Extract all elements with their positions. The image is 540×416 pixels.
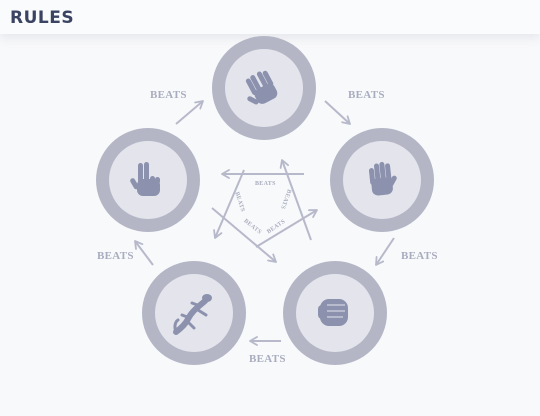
arrow-inner-2 bbox=[213, 169, 245, 239]
lizard-token-face bbox=[155, 274, 233, 352]
spock-hand-icon bbox=[245, 70, 278, 105]
lizard-token[interactable] bbox=[142, 261, 246, 365]
arrow-lizard-to-scissors bbox=[134, 240, 154, 266]
beats-label: BEATS bbox=[255, 181, 276, 187]
beats-label: BEATS bbox=[348, 89, 385, 101]
spock-token-face bbox=[225, 49, 303, 127]
beats-label: BEATS bbox=[97, 250, 134, 262]
arrow-spock-to-paper bbox=[324, 100, 351, 125]
paper-token[interactable] bbox=[330, 128, 434, 232]
paper-token-face bbox=[343, 141, 421, 219]
paper-hand-icon bbox=[368, 161, 397, 196]
arrow-inner-4 bbox=[255, 209, 318, 248]
spock-token[interactable] bbox=[212, 36, 316, 140]
scissors-token[interactable] bbox=[96, 128, 200, 232]
beats-label: BEATS bbox=[249, 353, 286, 365]
rock-fist-icon bbox=[318, 299, 348, 326]
arrow-inner-3 bbox=[211, 207, 277, 263]
beats-label: BEATS bbox=[150, 89, 187, 101]
page-title: RULES bbox=[10, 8, 75, 28]
arrow-scissors-to-spock bbox=[175, 100, 204, 125]
arrow-paper-to-rock bbox=[375, 237, 395, 266]
rock-token-face bbox=[296, 274, 374, 352]
rock-token[interactable] bbox=[283, 261, 387, 365]
scissors-hand-icon bbox=[130, 162, 160, 196]
scissors-token-face bbox=[109, 141, 187, 219]
beats-label: BEATS bbox=[401, 250, 438, 262]
header-bar: RULES bbox=[0, 0, 540, 34]
lizard-icon bbox=[173, 294, 212, 335]
arrow-inner-5 bbox=[279, 159, 312, 241]
